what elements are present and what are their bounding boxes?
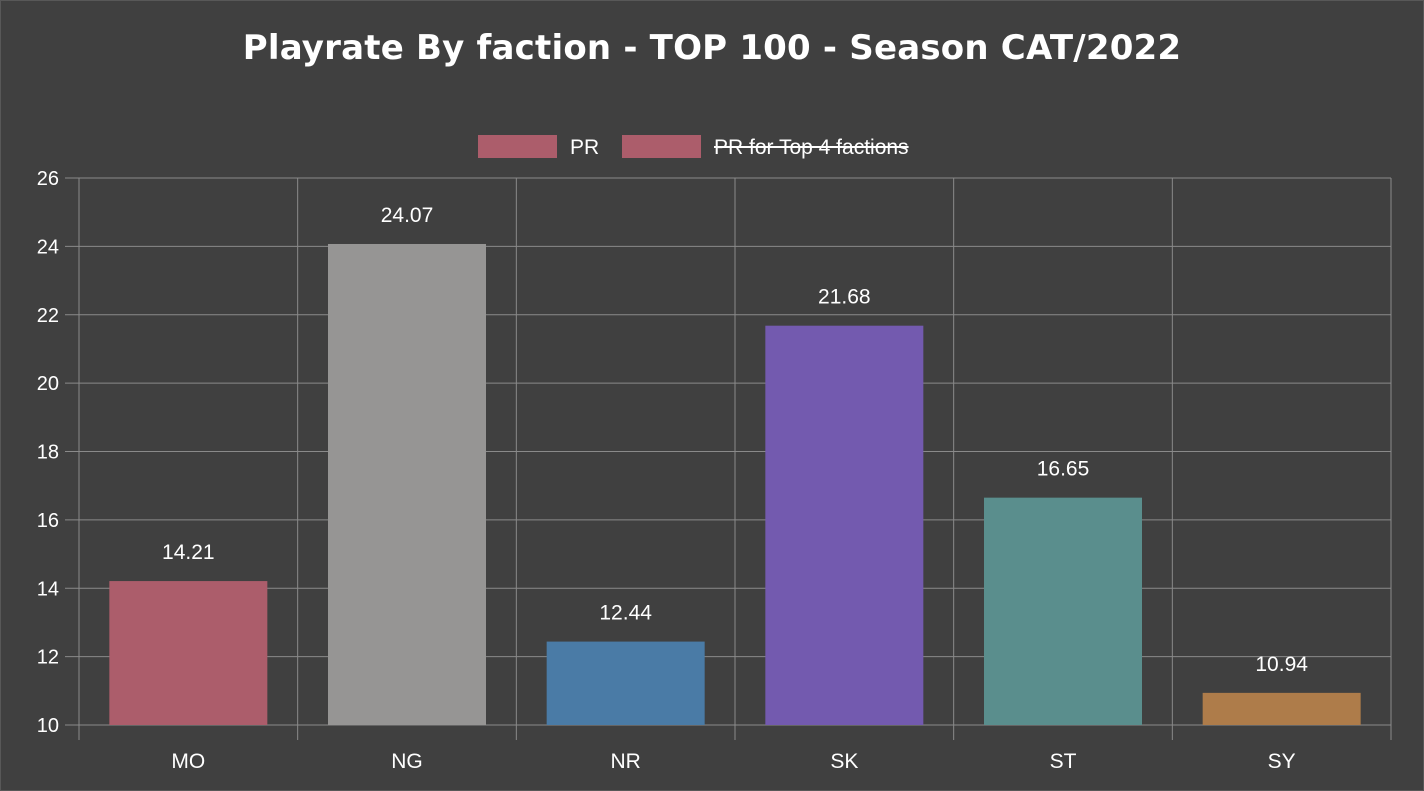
x-tick-label: SK [830, 750, 858, 773]
grid [65, 177, 1392, 740]
y-tick-label: 22 [37, 305, 59, 327]
data-label: 14.21 [162, 541, 215, 564]
data-label: 12.44 [599, 602, 652, 625]
x-tick-label: MO [171, 750, 205, 773]
chart-title: Playrate By faction - TOP 100 - Season C… [242, 28, 1182, 68]
data-label: 21.68 [818, 286, 871, 309]
y-tick-label: 10 [37, 715, 59, 737]
y-tick-label: 14 [37, 578, 59, 600]
y-tick-label: 12 [37, 647, 59, 669]
y-tick-label: 16 [37, 510, 59, 532]
bar-mo [109, 581, 268, 725]
y-axis: 10 12 14 16 18 20 22 24 26 [37, 168, 59, 737]
data-label: 16.65 [1037, 458, 1090, 481]
x-tick-label: SY [1268, 750, 1296, 773]
bars [109, 243, 1361, 725]
x-axis: MO NG NR SK ST SY [171, 750, 1295, 773]
legend-swatch[interactable] [622, 135, 701, 158]
bar-sk [765, 325, 924, 725]
y-tick-label: 24 [37, 236, 59, 258]
legend-swatch[interactable] [478, 135, 557, 158]
x-tick-label: NG [391, 750, 423, 773]
x-tick-label: NR [610, 750, 640, 773]
x-tick-label: ST [1050, 750, 1077, 773]
data-label: 10.94 [1255, 653, 1308, 676]
bar-ng [328, 243, 486, 725]
bar-nr [546, 641, 705, 725]
data-label: 24.07 [381, 204, 434, 227]
y-tick-label: 18 [37, 442, 59, 464]
data-labels: 14.21 24.07 12.44 21.68 16.65 10.94 [162, 204, 1308, 676]
legend: PR PR for Top 4 factions [478, 135, 909, 159]
legend-label[interactable]: PR [570, 136, 599, 159]
y-tick-label: 20 [37, 373, 59, 395]
bar-st [984, 497, 1142, 725]
bar-sy [1202, 692, 1361, 725]
y-tick-label: 26 [37, 168, 59, 190]
